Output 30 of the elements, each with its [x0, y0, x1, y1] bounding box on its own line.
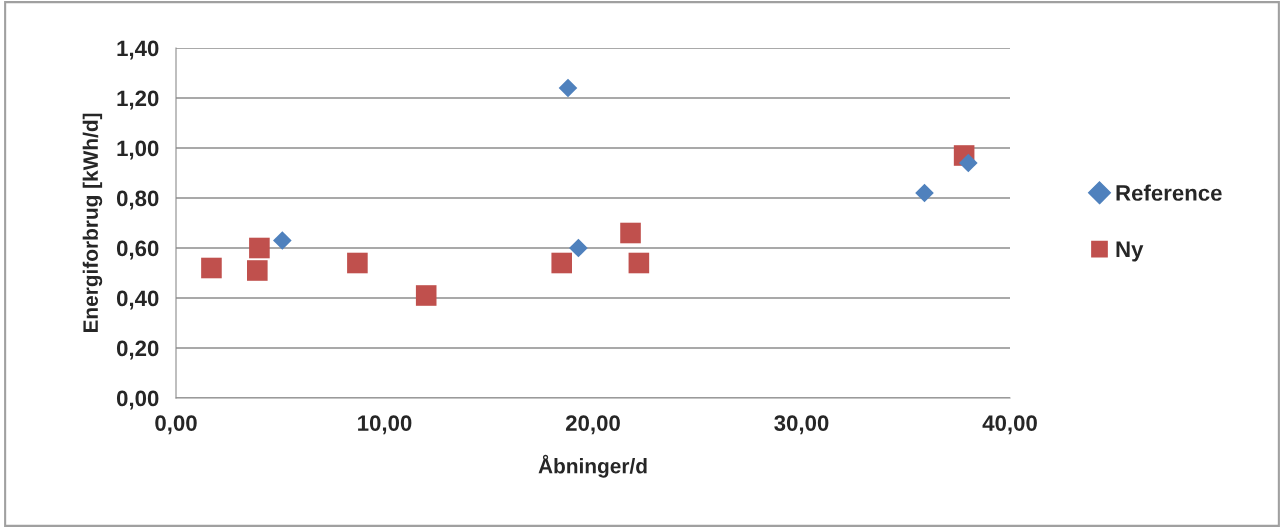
y-tick-label: 1,00	[117, 140, 159, 160]
y-tick-label: 0,20	[116, 340, 159, 360]
point	[415, 285, 437, 306]
y-tick-label: 1,40	[117, 40, 159, 60]
x-tick-label: 40,00	[982, 415, 1037, 435]
point	[273, 231, 292, 250]
y-tick-label: 0,80	[116, 190, 159, 210]
point	[249, 237, 270, 259]
x-tick-label: 20,00	[565, 415, 620, 435]
legend-label: Ny	[1116, 241, 1144, 262]
x-axis-title: Åbninger/d	[538, 454, 647, 478]
y-tick-label: 0,40	[116, 290, 159, 310]
point	[569, 238, 588, 258]
point	[620, 222, 641, 244]
point	[958, 153, 978, 173]
y-tick-label: 0,00	[116, 390, 159, 410]
y-axis-title: Energiforbrug [kWh/d]	[82, 113, 103, 333]
x-tick-label: 0,00	[155, 415, 197, 435]
y-tick-label: 1,20	[117, 90, 159, 110]
point	[628, 252, 650, 274]
point	[915, 183, 934, 203]
x-tick-label: 10,00	[358, 415, 412, 435]
point	[201, 257, 222, 279]
x-tick-label: 30,00	[774, 415, 829, 435]
y-tick-label: 0,60	[116, 240, 159, 260]
point	[558, 78, 578, 98]
point	[347, 252, 368, 274]
point	[551, 252, 573, 274]
point	[247, 260, 268, 281]
legend-label: Reference	[1116, 184, 1222, 201]
